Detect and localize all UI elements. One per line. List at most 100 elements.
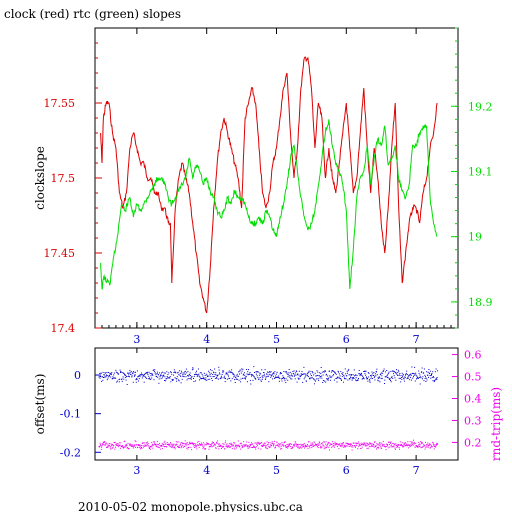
rnd-trip-point — [413, 439, 414, 441]
rnd-trip-point — [196, 445, 197, 447]
offset-point — [264, 379, 266, 380]
rnd-trip-point — [191, 449, 193, 451]
rnd-trip-point — [170, 445, 172, 447]
offset-point — [225, 378, 226, 380]
offset-point — [275, 375, 277, 377]
offset-point — [184, 373, 186, 375]
offset-point — [346, 370, 348, 372]
rnd-trip-point — [271, 442, 273, 444]
offset-point — [217, 378, 219, 380]
rnd-trip-point — [359, 444, 361, 446]
rnd-trip-point — [255, 446, 257, 448]
offset-point — [326, 378, 328, 380]
offset-point — [295, 370, 297, 372]
offset-point — [335, 372, 336, 374]
rnd-trip-point — [333, 446, 335, 448]
offset-point — [366, 377, 368, 379]
offset-point — [345, 373, 347, 375]
offset-point — [393, 375, 395, 377]
rnd-trip-point — [340, 442, 342, 444]
offset-point — [270, 371, 272, 373]
offset-point — [154, 369, 156, 371]
offset-point — [281, 377, 283, 379]
rnd-trip-point — [323, 448, 325, 450]
rnd-trip-point — [109, 445, 110, 447]
offset-point — [340, 371, 342, 373]
offset-point — [342, 381, 344, 383]
rnd-trip-point — [155, 443, 157, 445]
offset-point — [369, 381, 371, 383]
rnd-trip-point — [229, 443, 231, 445]
rnd-trip-point — [371, 444, 373, 446]
offset-point — [159, 375, 161, 377]
rnd-trip-point — [106, 443, 108, 445]
offset-point — [158, 378, 160, 380]
rnd-trip-point — [116, 444, 118, 446]
offset-point — [214, 377, 216, 379]
offset-point — [362, 378, 364, 379]
offset-point — [403, 380, 405, 382]
rnd-trip-point — [156, 446, 158, 448]
offset-point — [131, 376, 133, 378]
rnd-trip-point — [207, 443, 209, 445]
rnd-trip-point — [375, 445, 377, 447]
rnd-trip-point — [107, 444, 109, 446]
offset-point — [196, 375, 198, 377]
offset-point — [374, 375, 376, 377]
rnd-trip-point — [397, 444, 399, 446]
offset-point — [98, 376, 100, 378]
offset-point — [171, 373, 173, 375]
offset-point — [177, 372, 179, 374]
offset-point — [213, 376, 215, 377]
offset-point — [328, 377, 330, 379]
rnd-trip-point — [223, 443, 225, 445]
rnd-trip-point — [326, 445, 328, 447]
rnd-trip-point — [324, 446, 326, 448]
rnd-trip-point — [297, 444, 298, 445]
rnd-trip-point — [359, 443, 361, 445]
offset-point — [125, 375, 127, 376]
offset-point — [288, 372, 290, 374]
offset-point — [356, 380, 358, 382]
rnd-trip-point — [298, 444, 300, 446]
offset-point — [424, 377, 426, 379]
offset-point — [409, 379, 411, 381]
offset-point — [391, 370, 393, 372]
offset-point — [311, 377, 313, 379]
offset-point — [101, 380, 103, 382]
rnd-trip-point — [435, 445, 437, 446]
rnd-trip-point — [141, 447, 142, 448]
rnd-trip-point — [121, 446, 123, 448]
offset-point — [159, 372, 161, 374]
rnd-trip-point — [395, 443, 397, 445]
rnd-trip-point — [205, 448, 207, 450]
rnd-trip-point — [272, 443, 274, 445]
rnd-trip-point — [342, 444, 344, 446]
offset-point — [179, 374, 181, 376]
rnd-trip-point — [231, 448, 233, 450]
offset-point — [191, 369, 193, 371]
rnd-trip-point — [281, 448, 283, 450]
offset-point — [434, 379, 436, 381]
y-tick-label: -0.2 — [60, 446, 81, 459]
offset-point — [431, 374, 432, 375]
offset-point — [318, 375, 320, 377]
rnd-trip-point — [174, 446, 176, 448]
offset-point — [403, 378, 405, 380]
rnd-trip-point — [307, 444, 309, 446]
offset-point — [433, 381, 435, 383]
rnd-trip-point — [361, 446, 363, 448]
rnd-trip-point — [211, 446, 213, 448]
offset-point — [185, 370, 187, 372]
offset-point — [115, 369, 117, 371]
rnd-trip-point — [368, 445, 370, 447]
offset-point — [109, 372, 111, 374]
offset-point — [332, 370, 333, 372]
offset-point — [276, 376, 278, 378]
rnd-trip-point — [284, 442, 286, 444]
offset-point — [283, 371, 285, 372]
rnd-trip-point — [388, 442, 390, 443]
offset-point — [156, 376, 158, 378]
rnd-trip-point — [287, 446, 289, 448]
rnd-trip-point — [175, 441, 177, 443]
